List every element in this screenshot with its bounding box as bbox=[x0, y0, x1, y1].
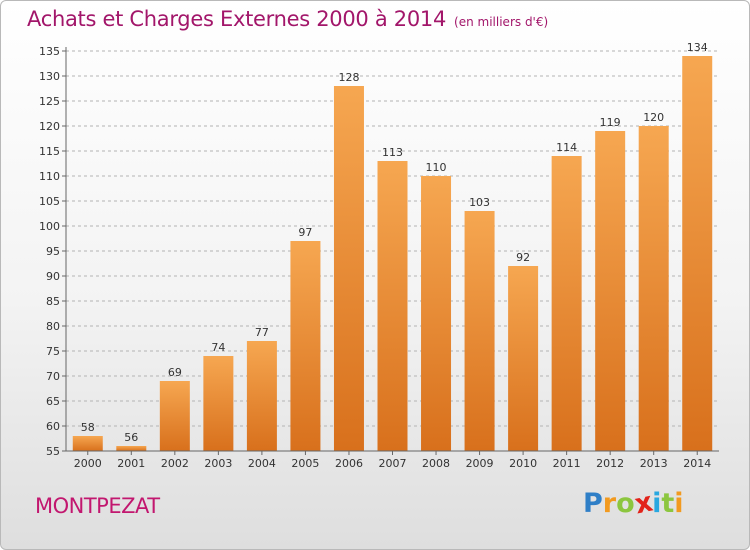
y-tick-label: 55 bbox=[46, 445, 60, 458]
bar-2011 bbox=[551, 156, 582, 451]
bar-2007 bbox=[377, 161, 408, 451]
y-tick-label: 105 bbox=[39, 195, 60, 208]
logo-letter: o bbox=[616, 488, 635, 519]
data-label-2012: 119 bbox=[600, 116, 621, 129]
axes: 55 60 65 70 75 80 85 90 95 100 105 110 115 120 125 130 1… bbox=[39, 45, 719, 470]
data-labels: 58 56 69 74 77 97 128 113 110 103 92 114 119 120 134 bbox=[81, 41, 708, 444]
data-label-2005: 97 bbox=[298, 226, 312, 239]
bars bbox=[72, 56, 713, 451]
x-tick-label: 2005 bbox=[291, 457, 319, 470]
chart-title: Achats et Charges Externes 2000 à 2014 bbox=[27, 7, 447, 31]
bar-2002 bbox=[159, 381, 190, 451]
data-label-2009: 103 bbox=[469, 196, 490, 209]
bar-2004 bbox=[246, 341, 277, 451]
y-tick-label: 110 bbox=[39, 170, 60, 183]
bar-2009 bbox=[464, 211, 495, 451]
y-tick-label: 70 bbox=[46, 370, 60, 383]
x-tick-label: 2010 bbox=[509, 457, 537, 470]
x-tick-label: 2006 bbox=[335, 457, 363, 470]
bar-2005 bbox=[290, 241, 321, 451]
logo-letter: t bbox=[661, 488, 675, 519]
proxiti-logo[interactable]: Proxiti bbox=[583, 487, 684, 521]
bar-2012 bbox=[595, 131, 626, 451]
x-tick-label: 2000 bbox=[74, 457, 102, 470]
y-tick-label: 130 bbox=[39, 70, 60, 83]
data-label-2003: 74 bbox=[211, 341, 225, 354]
bar-2014 bbox=[682, 56, 713, 451]
logo-letter: r bbox=[602, 488, 617, 519]
bar-2008 bbox=[421, 176, 452, 451]
bar-2010 bbox=[508, 266, 539, 451]
data-label-2004: 77 bbox=[255, 326, 269, 339]
y-tick-label: 120 bbox=[39, 120, 60, 133]
x-tick-label: 2007 bbox=[379, 457, 407, 470]
x-tick-label: 2001 bbox=[117, 457, 145, 470]
data-label-2011: 114 bbox=[556, 141, 577, 154]
x-tick-label: 2008 bbox=[422, 457, 450, 470]
logo-letter: P bbox=[583, 488, 603, 519]
logo-letter: i bbox=[652, 488, 662, 519]
data-label-2010: 92 bbox=[516, 251, 530, 264]
bar-2006 bbox=[333, 86, 364, 451]
y-tick-label: 95 bbox=[46, 245, 60, 258]
chart-subtitle: (en milliers d'€) bbox=[454, 15, 549, 29]
x-tick-label: 2011 bbox=[553, 457, 581, 470]
x-tick-label: 2014 bbox=[683, 457, 711, 470]
x-tick-label: 2002 bbox=[161, 457, 189, 470]
y-tick-label: 80 bbox=[46, 320, 60, 333]
data-label-2013: 120 bbox=[643, 111, 664, 124]
y-tick-label: 75 bbox=[46, 345, 60, 358]
data-label-2006: 128 bbox=[338, 71, 359, 84]
data-label-2000: 58 bbox=[81, 421, 95, 434]
logo-letter: i bbox=[674, 488, 684, 519]
y-tick-label: 135 bbox=[39, 45, 60, 58]
data-label-2014: 134 bbox=[687, 41, 708, 54]
y-tick-label: 100 bbox=[39, 220, 60, 233]
y-tick-label: 65 bbox=[46, 395, 60, 408]
y-tick-label: 90 bbox=[46, 270, 60, 283]
x-tick-label: 2012 bbox=[596, 457, 624, 470]
chart-header: Achats et Charges Externes 2000 à 2014 (e… bbox=[27, 7, 548, 31]
y-tick-label: 85 bbox=[46, 295, 60, 308]
bar-2000 bbox=[72, 436, 103, 451]
town-name: MONTPEZAT bbox=[35, 494, 160, 518]
x-tick-label: 2003 bbox=[204, 457, 232, 470]
x-tick-label: 2004 bbox=[248, 457, 276, 470]
data-label-2008: 110 bbox=[426, 161, 447, 174]
data-label-2002: 69 bbox=[168, 366, 182, 379]
bar-2003 bbox=[203, 356, 234, 451]
data-label-2007: 113 bbox=[382, 146, 403, 159]
bar-2001 bbox=[116, 446, 147, 451]
x-tick-label: 2009 bbox=[466, 457, 494, 470]
x-tick-label: 2013 bbox=[640, 457, 668, 470]
y-tick-label: 125 bbox=[39, 95, 60, 108]
bar-2013 bbox=[638, 126, 669, 451]
y-tick-label: 115 bbox=[39, 145, 60, 158]
y-tick-label: 60 bbox=[46, 420, 60, 433]
data-label-2001: 56 bbox=[124, 431, 138, 444]
